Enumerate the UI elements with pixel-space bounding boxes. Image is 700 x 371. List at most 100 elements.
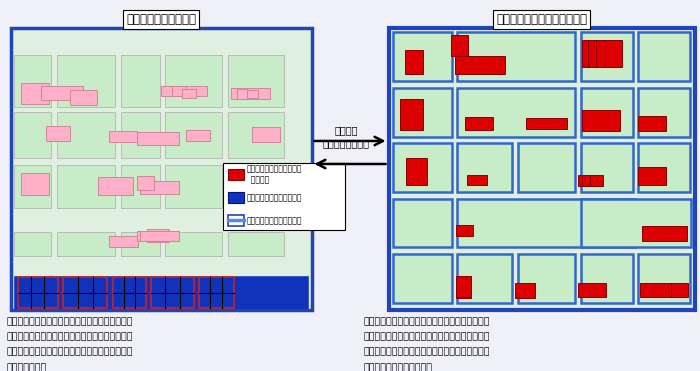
Text: 公共用地と民有地との境界だけでなく、民有地間
の境界についても調査・測量を行うため、調査に
時間がかかり一定範囲しか調査が進みません（濃
い青色部分）。: 公共用地と民有地との境界だけでなく、民有地間 の境界についても調査・測量を行うた… [7,317,134,371]
Bar [638,143,690,192]
Bar [46,126,70,141]
Bar [70,90,97,105]
Bar [526,118,567,129]
Bar [638,116,666,131]
Bar [582,40,622,67]
Bar [518,254,575,303]
Bar [228,232,284,256]
Bar [147,229,169,242]
Bar [108,131,136,142]
Bar [393,32,452,81]
Bar [140,181,178,194]
Bar [581,254,633,303]
Text: 官民境界のみの調査を先行して行うと、通常の地
籍調査（一筆地調査）よりも広範囲に調査するこ
とが可能で、官民境界（青色の太線部分）を明ら
かにすることができます: 官民境界のみの調査を先行して行うと、通常の地 籍調査（一筆地調査）よりも広範囲に… [364,317,491,371]
Bar [120,112,160,158]
Bar [120,55,160,107]
Text: 通常の地籍調査の場合: 通常の地籍調査の場合 [126,13,196,26]
Bar [457,199,635,247]
Bar [186,130,210,141]
Bar [400,99,423,130]
Bar [393,254,452,303]
Bar [638,32,690,81]
Bar [451,35,468,56]
Text: 官民境界調査を実施した場合: 官民境界調査を実施した場合 [496,13,587,26]
Bar [172,86,186,96]
Bar [456,225,473,236]
Bar [165,165,223,208]
Bar [393,143,452,192]
Bar [640,283,687,297]
Bar [456,277,471,298]
Bar [136,176,154,190]
Text: ：地籍調査を実施した面所: ：地籍調査を実施した面所 [246,193,302,202]
Bar [457,143,512,192]
Bar [638,88,690,137]
Bar [638,254,690,303]
Text: ：明確になっている官民界: ：明確になっている官民界 [246,216,302,225]
Bar [457,254,512,303]
Bar [223,163,345,230]
Bar [136,132,178,145]
Bar [13,165,51,208]
Bar [98,177,133,195]
Bar [237,89,247,99]
Bar [120,232,160,256]
Bar [582,110,620,131]
Bar [642,226,687,241]
Bar [14,276,308,309]
Bar [671,283,688,297]
Bar [231,88,270,99]
Bar [582,175,596,186]
Bar [455,56,505,74]
Bar [581,32,633,81]
Bar [120,165,160,208]
Bar [465,117,493,130]
Bar [393,88,452,137]
Bar [57,165,116,208]
Bar [161,86,206,96]
Bar [57,112,116,158]
Bar [165,232,223,256]
Bar [140,231,178,241]
Bar [165,55,223,107]
Text: ：地積測量図が作成されて
  いる箇所: ：地積測量図が作成されて いる箇所 [246,165,302,184]
Bar [228,215,244,226]
Bar [457,88,575,137]
Bar [108,236,138,247]
Bar [590,175,603,186]
Bar [238,175,273,189]
Bar [151,278,194,308]
Bar [638,167,666,185]
Bar [518,143,575,192]
Bar [456,276,471,297]
Text: 数年後のイメージ: 数年後のイメージ [323,138,370,148]
Bar [21,173,49,195]
Bar [588,40,596,67]
Bar [57,232,116,256]
Bar [247,90,258,98]
Bar [13,112,51,158]
Bar [13,55,51,107]
Bar [41,86,83,100]
Bar [136,231,175,241]
Bar [578,283,606,297]
Bar [63,278,108,308]
Bar [199,278,234,308]
Bar [228,192,244,203]
Bar [581,199,691,247]
Bar [228,112,284,158]
Text: 調査開始: 調査開始 [335,125,358,135]
Bar [389,28,695,310]
Bar [406,158,427,185]
Bar [113,278,146,308]
Bar [457,32,575,81]
Bar [467,175,486,185]
Bar [393,199,452,247]
Bar [578,175,592,186]
Bar [10,28,312,310]
Bar [405,50,423,74]
Bar [581,88,633,137]
Bar [21,83,49,104]
Bar [165,112,223,158]
Bar [13,232,51,256]
